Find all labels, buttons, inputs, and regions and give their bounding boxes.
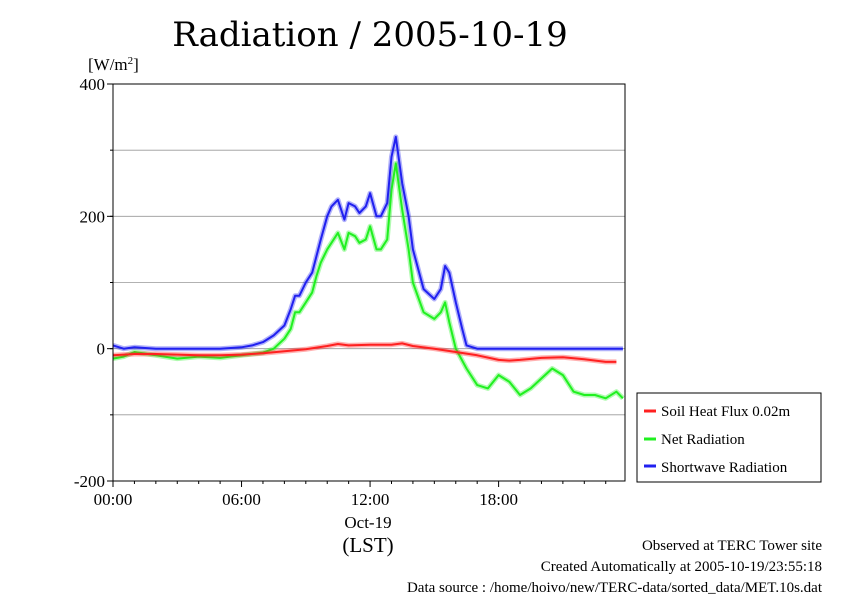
footer-created: Created Automatically at 2005-10-19/23:5… xyxy=(541,559,822,575)
y-axis-unit: [W/m2] xyxy=(88,55,139,74)
series-line xyxy=(112,135,623,350)
chart-title: Radiation / 2005-10-19 xyxy=(172,15,568,55)
footer-source: Data source : /home/hoivo/new/TERC-data/… xyxy=(407,580,823,595)
series-layer xyxy=(112,134,625,401)
y-tick-label: 400 xyxy=(80,75,106,94)
x-tick-label: 00:00 xyxy=(94,490,133,509)
legend-box xyxy=(636,392,822,483)
legend-label-shortwave: Shortwave Radiation xyxy=(661,460,788,476)
footer-observed: Observed at TERC Tower site xyxy=(642,538,822,554)
legend: Soil Heat Flux 0.02m Net Radiation Short… xyxy=(636,392,822,483)
y-tick-label: 0 xyxy=(97,340,106,359)
x-axis-label: (LST) xyxy=(342,533,393,557)
x-tick-label: 18:00 xyxy=(479,490,518,509)
legend-label-net: Net Radiation xyxy=(661,432,745,448)
date-label: Oct-19 xyxy=(344,513,391,532)
series-line xyxy=(112,342,617,363)
series-halo xyxy=(112,134,623,352)
axis-ticks: -200 0 200 400 00:00 06:00 12:00 18:00 xyxy=(74,75,607,509)
x-tick-label: 06:00 xyxy=(222,490,261,509)
x-tick-label: 12:00 xyxy=(351,490,390,509)
y-tick-label: -200 xyxy=(74,472,105,491)
legend-label-soil: Soil Heat Flux 0.02m xyxy=(661,404,791,420)
y-tick-label: 200 xyxy=(80,207,106,226)
series-line xyxy=(112,162,624,400)
